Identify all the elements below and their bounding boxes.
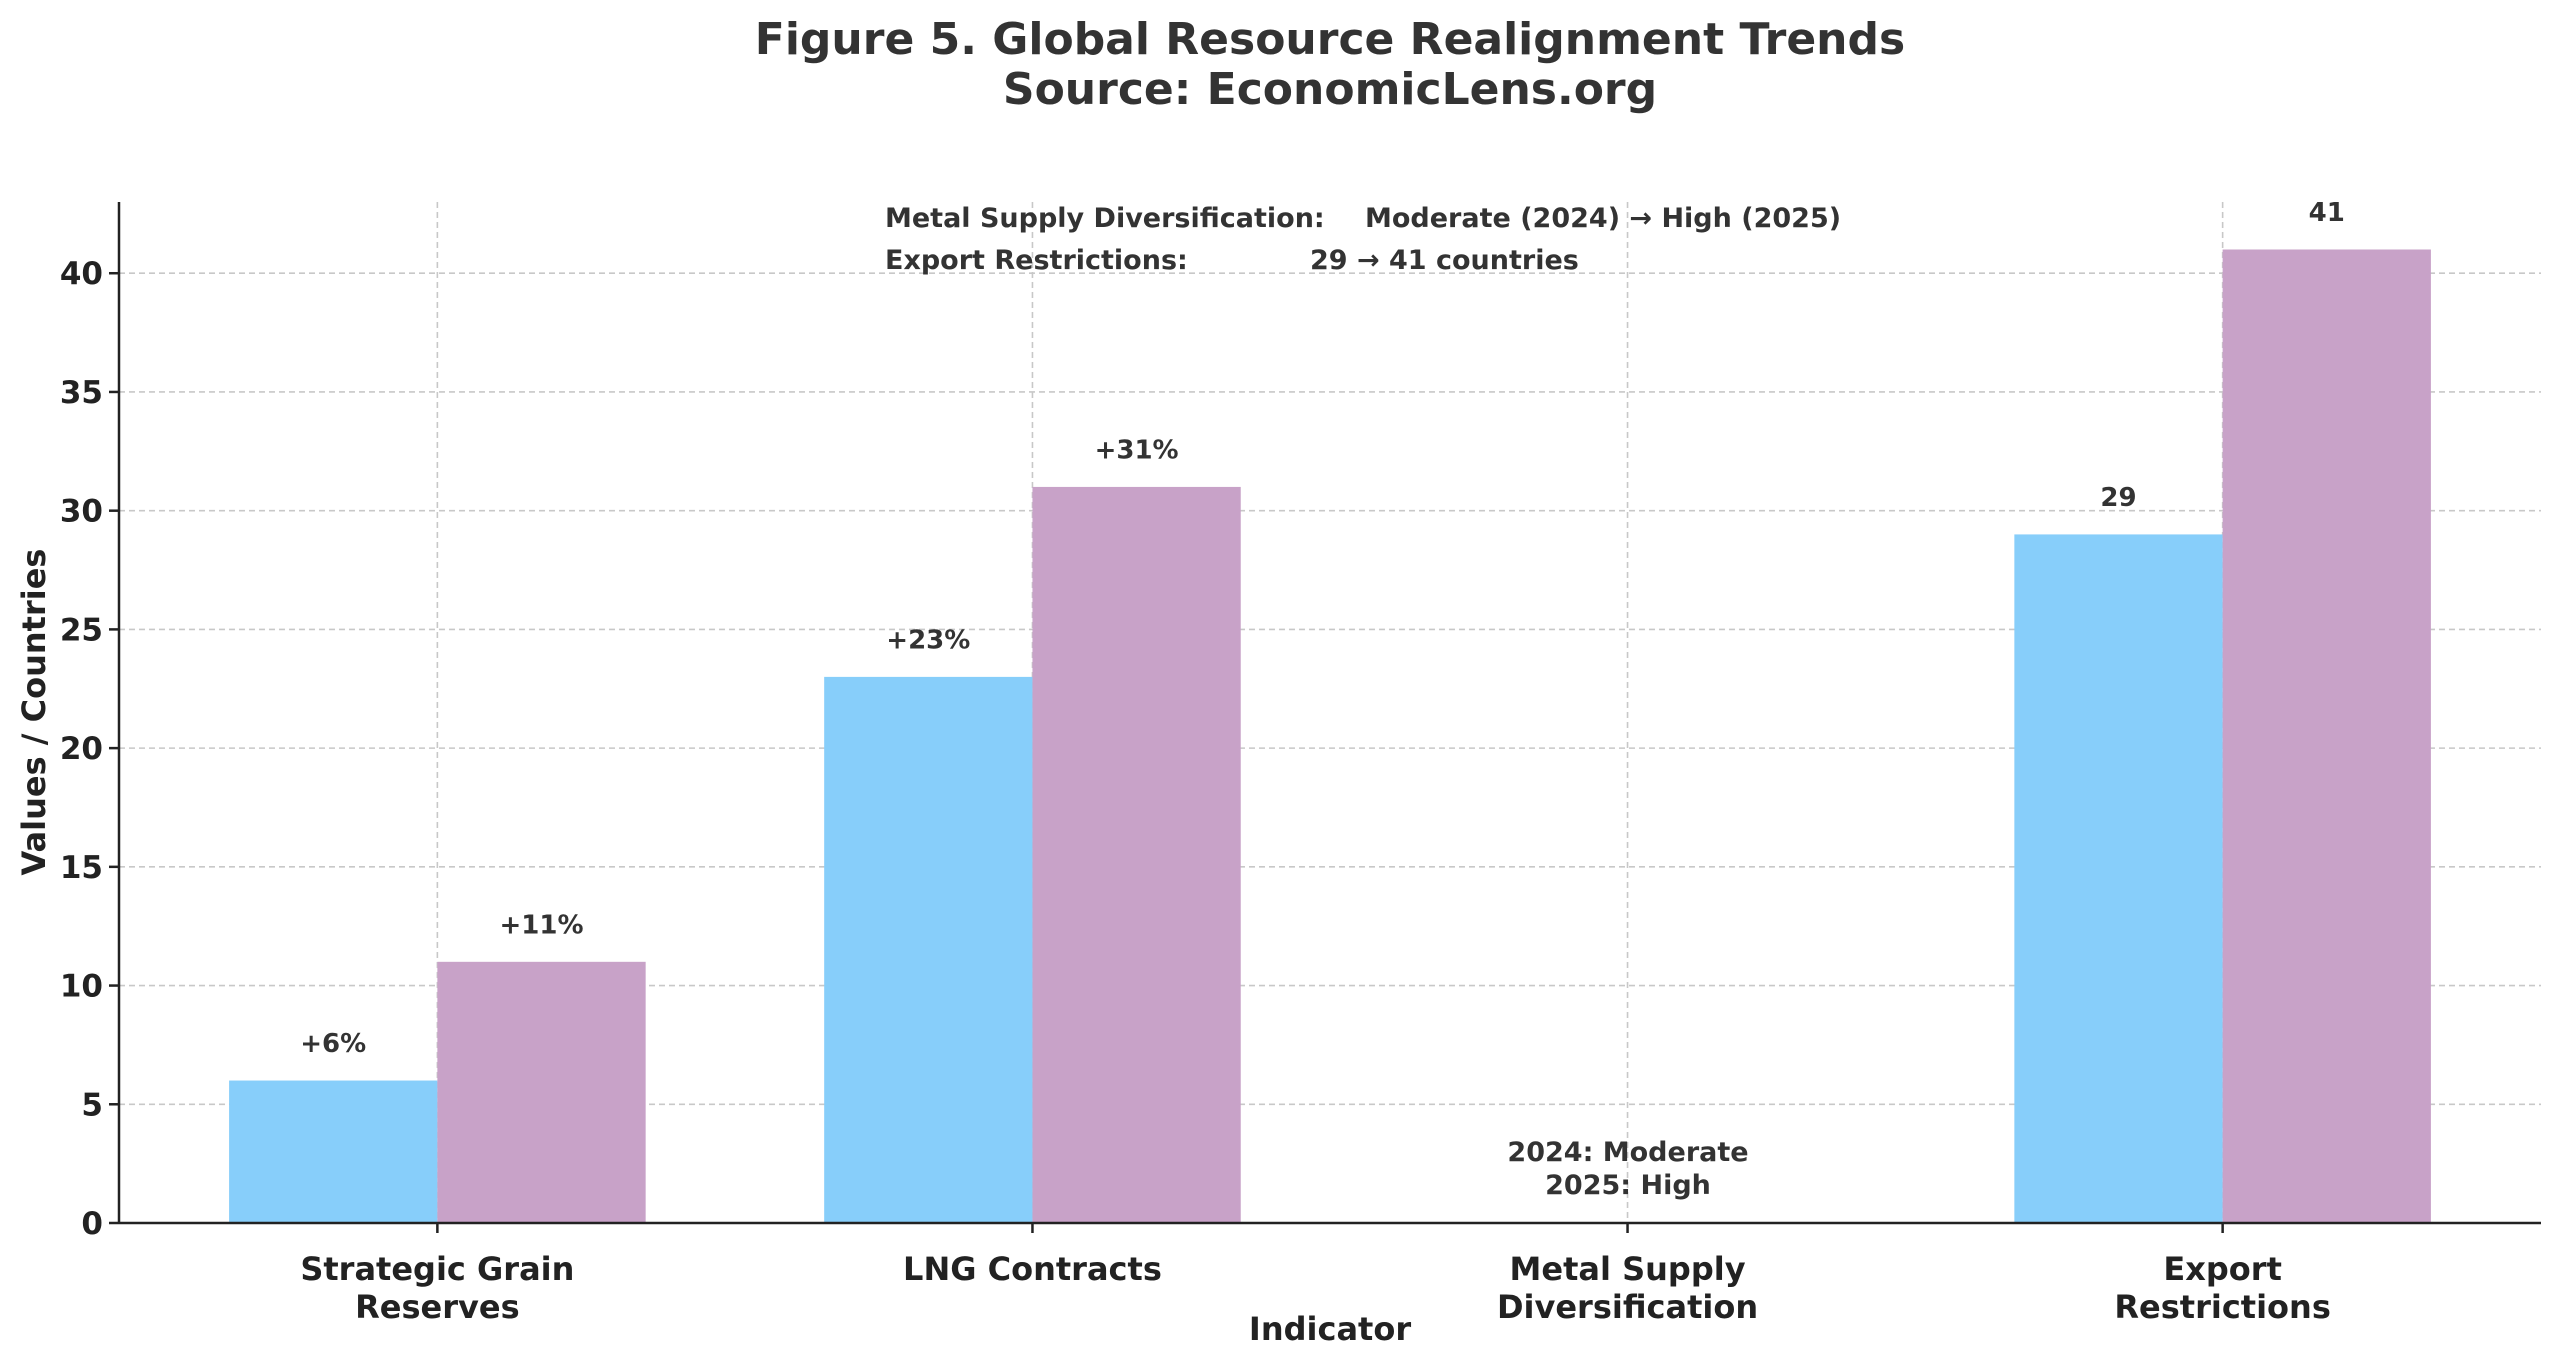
summary-metal-label: Metal Supply Diversification: (885, 203, 1325, 234)
y-tick-label: 40 (60, 256, 103, 292)
summary-metal-value: Moderate (2024) → High (2025) (1365, 203, 1841, 234)
bars (229, 249, 2431, 1223)
bar-value-label: 41 (2309, 198, 2345, 228)
x-tick-label: Restrictions (2114, 1288, 2330, 1326)
bar-value-label: +6% (300, 1029, 366, 1059)
bar-2025 (2222, 249, 2431, 1223)
chart-title: Figure 5. Global Resource Realignment Tr… (755, 14, 1905, 65)
bar-2024 (229, 1080, 438, 1223)
y-tick-label: 5 (81, 1087, 103, 1123)
x-tick-label: Diversification (1497, 1288, 1758, 1326)
x-axis-label: Indicator (1249, 1310, 1411, 1348)
bar-2025 (437, 961, 646, 1223)
bar-value-label: +11% (499, 910, 583, 940)
y-tick-label: 15 (60, 850, 103, 886)
summary-export-label: Export Restrictions: (885, 245, 1188, 276)
bar-value-label: +31% (1095, 435, 1179, 465)
y-tick-label: 10 (60, 969, 103, 1005)
chart-subtitle: Source: EconomicLens.org (1003, 64, 1657, 115)
bar-value-label: 29 (2100, 483, 2136, 513)
bar-labels: +6% +11% +23% +31% 29 41 (300, 198, 2345, 1059)
x-tick-label: Reserves (355, 1288, 519, 1326)
y-axis-ticks: 0 5 10 15 20 25 30 35 40 (60, 256, 119, 1242)
y-tick-label: 30 (60, 494, 103, 530)
y-tick-label: 35 (60, 375, 103, 411)
x-tick-label: Export (2163, 1250, 2281, 1288)
y-axis-label: Values / Countries (15, 549, 53, 876)
x-tick-label: Metal Supply (1510, 1250, 1746, 1288)
x-tick-label: Strategic Grain (300, 1250, 574, 1288)
x-tick-label: LNG Contracts (903, 1250, 1162, 1288)
metal-note-2024: 2024: Moderate (1507, 1137, 1748, 1168)
bar-2025 (1032, 486, 1241, 1223)
y-tick-label: 0 (81, 1206, 103, 1242)
summary-export-value: 29 → 41 countries (1310, 245, 1579, 276)
y-tick-label: 25 (60, 612, 103, 648)
y-tick-label: 20 (60, 731, 103, 767)
bar-2024 (824, 676, 1033, 1223)
metal-note-2025: 2025: High (1545, 1170, 1711, 1201)
bar-2024 (2014, 534, 2223, 1223)
bar-value-label: +23% (886, 625, 970, 655)
